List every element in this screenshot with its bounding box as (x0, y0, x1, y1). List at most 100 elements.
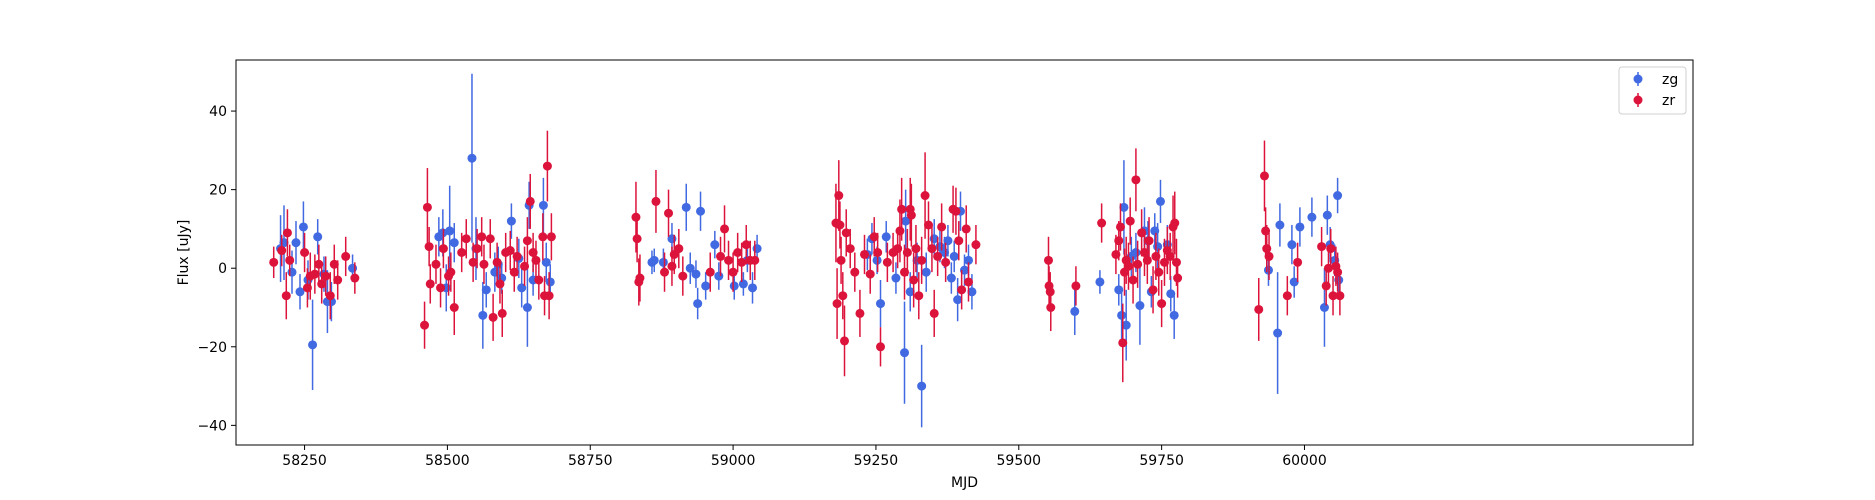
zr-point (961, 224, 971, 234)
zr-point (1254, 304, 1264, 314)
legend-zg-label: zg (1662, 72, 1678, 88)
zr-point (841, 228, 851, 238)
zg-point (348, 263, 358, 273)
y-tick-label: 40 (209, 104, 227, 120)
zg-point (1070, 306, 1080, 316)
zr-point (446, 267, 456, 277)
x-tick-label: 59500 (997, 453, 1042, 469)
zr-point (914, 291, 924, 301)
zr-point (546, 232, 556, 242)
zr-point (635, 273, 645, 283)
zg-point (1295, 222, 1305, 232)
zg-point (545, 277, 555, 287)
zg-point (1322, 210, 1332, 220)
zr-point (1097, 218, 1107, 228)
zg-point (967, 287, 977, 297)
zg-point (1121, 320, 1131, 330)
zr-point (957, 285, 967, 295)
zr-point (876, 342, 886, 352)
zr-point (1293, 257, 1303, 267)
zr-point (544, 291, 554, 301)
zg-point (298, 222, 308, 232)
zr-point (425, 279, 435, 289)
zr-point (1326, 244, 1336, 254)
zr-point (1115, 222, 1125, 232)
zg-point (748, 283, 758, 293)
zr-point (737, 257, 747, 267)
zr-point (1133, 259, 1143, 269)
zr-point (716, 251, 726, 261)
zr-point (834, 191, 844, 201)
zr-point (865, 269, 875, 279)
zr-point (1046, 303, 1056, 312)
zr-point (1261, 226, 1271, 236)
zg-point (506, 216, 516, 226)
zr-point (1118, 338, 1128, 348)
zr-point (951, 206, 961, 216)
zr-point (1259, 171, 1269, 181)
zr-point (300, 248, 310, 257)
zg-point (710, 240, 720, 250)
zr-point (1173, 273, 1183, 283)
zr-point (479, 259, 489, 269)
zr-point (860, 249, 870, 259)
zg-point (481, 285, 491, 295)
zr-point (927, 244, 937, 254)
zg-point (467, 153, 477, 163)
zr-point (1043, 255, 1053, 265)
zr-point (1071, 281, 1081, 291)
x-tick-label: 59000 (711, 453, 756, 469)
zg-point (901, 216, 911, 226)
zg-point (738, 279, 748, 289)
zr-point (1157, 299, 1167, 309)
x-tick-label: 60000 (1282, 453, 1327, 469)
x-tick-label: 58500 (425, 453, 470, 469)
x-tick-label: 59750 (1139, 453, 1184, 469)
zr-point (855, 308, 865, 318)
zg-point (291, 238, 301, 248)
zr-point (468, 257, 478, 267)
zr-point (472, 244, 482, 254)
zr-point (869, 232, 879, 242)
zr-point (911, 244, 921, 254)
legend-zr-marker (1633, 95, 1643, 105)
zr-point (1131, 175, 1141, 185)
zr-point (941, 257, 951, 267)
zr-point (341, 251, 351, 261)
zg-point (943, 236, 953, 246)
zr-point (497, 308, 507, 318)
zr-point (963, 277, 973, 287)
zg-point (1153, 242, 1163, 252)
zr-point (1333, 267, 1343, 277)
zr-point (741, 240, 751, 250)
zr-point (1154, 267, 1164, 277)
zg-point (1119, 202, 1129, 212)
zr-point (832, 299, 842, 309)
zr-point (933, 251, 943, 261)
zg-point (1131, 248, 1141, 257)
zr-point (1264, 251, 1274, 261)
zr-point (971, 240, 981, 250)
zg-point (649, 255, 659, 265)
zr-point (505, 246, 515, 256)
zr-point (1114, 236, 1124, 246)
zg-point (701, 281, 711, 291)
zg-point (1333, 191, 1343, 201)
zr-point (282, 228, 292, 238)
zr-point (1328, 291, 1338, 301)
zr-point (277, 246, 287, 256)
zr-point (893, 244, 903, 254)
zg-point (1275, 220, 1285, 230)
zr-point (1142, 255, 1152, 265)
zr-point (485, 234, 495, 244)
zr-point (1282, 291, 1292, 301)
zr-point (720, 224, 730, 234)
zr-point (1171, 257, 1181, 267)
zg-point (541, 257, 551, 267)
zr-point (424, 242, 434, 252)
zr-point (325, 291, 335, 301)
zg-point (1307, 212, 1317, 222)
zr-point (845, 244, 855, 254)
zr-point (317, 279, 327, 289)
zg-point (1135, 301, 1145, 311)
